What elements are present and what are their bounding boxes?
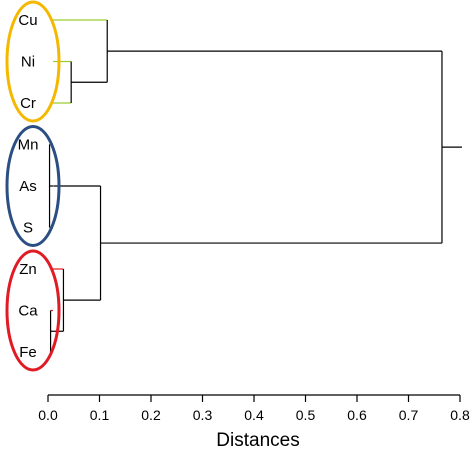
- x-tick-label-3: 0.3: [193, 407, 213, 423]
- cluster-ellipse-2: [5, 125, 61, 247]
- x-tick-label-6: 0.6: [347, 407, 367, 423]
- x-tick-label-1: 0.1: [90, 407, 110, 423]
- x-tick-label-7: 0.7: [399, 407, 419, 423]
- x-tick-label-4: 0.4: [244, 407, 264, 423]
- leaf-label-s: S: [23, 220, 33, 237]
- leaf-label-ca: Ca: [18, 303, 38, 320]
- leaf-label-fe: Fe: [19, 344, 37, 361]
- leaf-label-cr: Cr: [20, 95, 36, 112]
- leaf-label-as: As: [19, 178, 37, 195]
- x-tick-label-2: 0.2: [141, 407, 161, 423]
- leaf-label-mn: Mn: [18, 137, 39, 154]
- leaf-label-ni: Ni: [21, 54, 35, 71]
- leaf-labels: Cu Ni Cr Mn As S Zn Ca Fe: [18, 12, 39, 361]
- x-tick-label-0: 0.0: [38, 407, 58, 423]
- x-axis-title: Distances: [216, 430, 299, 451]
- leaf-label-zn: Zn: [19, 261, 37, 278]
- leaf-label-cu: Cu: [18, 12, 37, 29]
- x-tick-label-8: 0.8: [450, 407, 470, 423]
- cluster-ellipse-1: [5, 0, 61, 123]
- branches: [48, 19, 462, 353]
- cluster-ellipses: [5, 0, 61, 372]
- cluster-ellipse-3: [5, 249, 61, 372]
- x-tick-label-5: 0.5: [296, 407, 316, 423]
- x-axis: 0.0 0.1 0.2 0.3 0.4 0.5 0.6 0.7 0.8: [38, 394, 470, 423]
